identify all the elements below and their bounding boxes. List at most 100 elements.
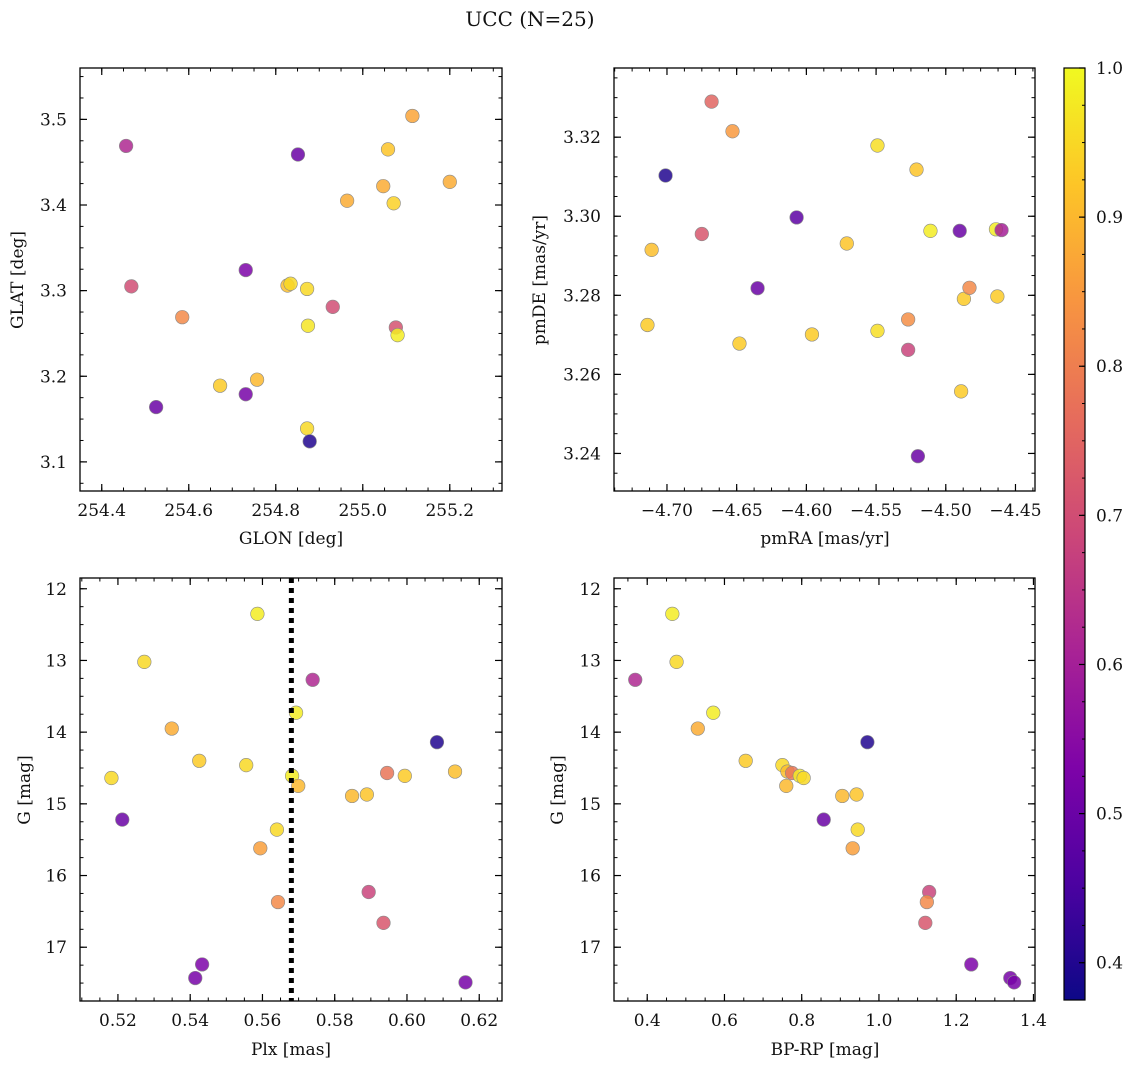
scatter-point (238, 262, 253, 278)
y-tick-label: 14 (45, 723, 67, 743)
plot-frame (79, 67, 503, 492)
y-tick-label: 15 (45, 795, 67, 815)
scatter-point (816, 812, 831, 827)
scatter-point (796, 770, 811, 786)
scatter-point (376, 179, 391, 194)
scatter-point (299, 281, 315, 297)
scatter-point (299, 421, 315, 436)
scatter-point (447, 764, 463, 779)
x-tick-label: 0.60 (388, 1011, 426, 1031)
scatter-point (300, 318, 316, 333)
colorbar-tick-label: 0.5 (1096, 805, 1123, 825)
scatter-point (804, 327, 820, 342)
scatter-point (119, 138, 134, 154)
colorbar-tick-label: 0.9 (1096, 208, 1123, 228)
y-tick-label: 3.32 (563, 128, 601, 148)
scatter-point (250, 606, 265, 621)
y-tick-label: 3.5 (40, 110, 67, 130)
y-tick-label: 3.30 (563, 207, 601, 227)
y-tick-label: 13 (45, 651, 67, 671)
scatter-point (405, 108, 420, 124)
plot-frame (613, 67, 1036, 492)
scatter-point (954, 384, 969, 399)
scatter-point (429, 735, 445, 750)
y-tick-label: 16 (45, 867, 67, 887)
scatter-point (302, 434, 317, 449)
scatter-point (249, 372, 265, 387)
y-axis-label: GLAT [deg] (8, 231, 28, 329)
x-tick-label: 0.8 (788, 1011, 815, 1031)
scatter-point (779, 778, 794, 794)
scatter-point (397, 768, 412, 783)
scatter-point (458, 975, 473, 990)
y-tick-label: 17 (45, 938, 67, 958)
figure-title: UCC (N=25) (465, 7, 594, 31)
scatter-point (962, 280, 977, 295)
x-tick-label: −4.60 (780, 501, 832, 521)
scatter-point (690, 721, 705, 736)
colorbar-tick-label: 0.6 (1096, 655, 1123, 675)
scatter-point (137, 654, 152, 669)
y-tick-label: 3.1 (40, 453, 67, 473)
x-tick-label: −4.55 (850, 501, 902, 521)
colorbar-frame (1063, 67, 1086, 1001)
y-tick-label: 3.26 (563, 365, 601, 385)
y-tick-label: 14 (579, 723, 601, 743)
y-tick-label: 3.2 (40, 367, 67, 387)
scatter-point (1007, 975, 1022, 990)
scatter-point (845, 841, 860, 856)
y-tick-label: 3.3 (40, 282, 67, 302)
x-tick-label: 254.8 (251, 501, 300, 521)
scatter-point (952, 223, 967, 238)
scatter-point (270, 894, 286, 910)
scatter-point (149, 399, 164, 415)
scatter-point (640, 317, 655, 333)
x-tick-label: 1.2 (943, 1011, 970, 1031)
x-tick-label: −4.65 (711, 501, 763, 521)
scatter-point (188, 970, 203, 986)
scatter-point (658, 168, 673, 183)
scatter-point (386, 196, 401, 211)
x-tick-label: −4.70 (641, 501, 693, 521)
scatter-point (990, 289, 1005, 304)
scatter-point (919, 894, 934, 910)
colorbar: 0.4 0.5 0.6 0.7 0.8 0.9 1.0 (1063, 59, 1123, 1001)
scatter-point (994, 222, 1009, 238)
x-axis-label: pmRA [mas/yr] (760, 529, 889, 549)
colorbar-tick-label: 0.4 (1096, 954, 1123, 974)
panel-bprp-g: BP-RP [mag] G [mag] 0.4 0.6 0.8 1.0 1.2 1.4 12… (548, 577, 1047, 1060)
scatter-point (918, 915, 933, 930)
y-axis-label: G [mag] (15, 755, 35, 824)
scatter-point (442, 174, 457, 189)
x-tick-label: 255.0 (338, 501, 387, 521)
scatter-point (901, 342, 916, 357)
x-axis-label: Plx [mas] (251, 1040, 331, 1060)
y-tick-label: 13 (579, 651, 601, 671)
colorbar-gradient (1064, 68, 1085, 1000)
scatter-point (376, 915, 391, 930)
y-tick-label: 12 (45, 580, 67, 600)
scatter-point (732, 336, 747, 351)
x-tick-label: 0.54 (171, 1011, 209, 1031)
y-tick-label: 3.4 (40, 196, 67, 216)
panel-plx-g: Plx [mas] G [mag] 0.52 0.54 0.56 0.58 0.60 0.… (15, 577, 503, 1060)
scatter-point (789, 210, 804, 225)
scatter-point (212, 378, 228, 393)
scatter-point (750, 281, 765, 296)
scatter-point (704, 94, 719, 109)
scatter-point (290, 147, 306, 162)
scatter-point (115, 812, 130, 827)
scatter-point (195, 957, 210, 972)
colorbar-tick-label: 1.0 (1096, 59, 1123, 79)
scatter-point (344, 788, 360, 804)
scatter-point (175, 310, 190, 325)
x-tick-label: 1.0 (865, 1011, 892, 1031)
panel-glon-glat: GLON [deg] GLAT [deg] 254.4 254.6 254.8 255… (8, 67, 503, 549)
scatter-point (839, 236, 854, 251)
scatter-point (850, 822, 865, 837)
x-tick-label: 255.2 (425, 501, 474, 521)
scatter-point (835, 788, 850, 804)
x-axis-label: BP-RP [mag] (771, 1040, 880, 1060)
colorbar-tick-label: 0.8 (1096, 357, 1123, 377)
